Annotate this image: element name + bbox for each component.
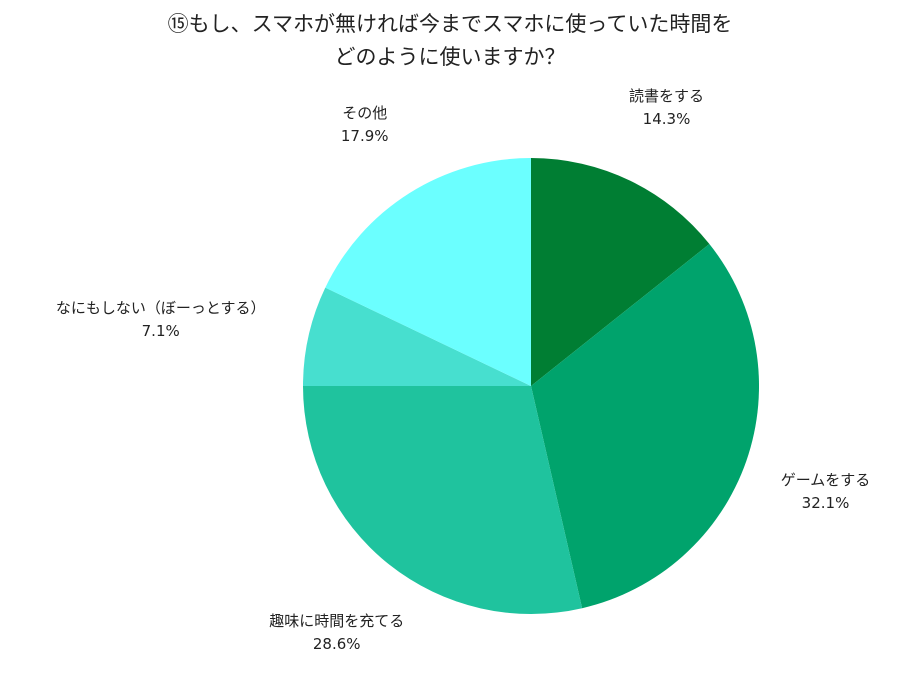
pie-slice-4 (303, 287, 531, 386)
pie-labels: 読書をする 14.3% ゲームをする 32.1% 趣味に時間を充てる 28.6% なにもしな… (56, 87, 870, 653)
slice-label-4: なにもしない（ぼーっとする） (56, 299, 266, 317)
chart-title-line-2: どのように使いますか？ (334, 45, 566, 69)
slice-value-2: 32.1% (802, 494, 850, 512)
slice-value-1: 14.3% (643, 110, 691, 128)
chart-title-line-1: ⑮もし、スマホが無ければ今までスマホに使っていた時間を (167, 12, 733, 36)
slice-value-5: 17.9% (341, 127, 389, 145)
slice-value-3: 28.6% (313, 635, 361, 653)
slice-label-2: ゲームをする (781, 471, 871, 489)
pie-slice-5 (325, 158, 531, 386)
slice-value-4: 7.1% (142, 322, 180, 340)
chart-title: ⑮もし、スマホが無ければ今までスマホに使っていた時間を どのように使いますか？ (0, 8, 900, 74)
slice-label-1: 読書をする (629, 87, 704, 105)
pie-slice-2 (531, 244, 760, 609)
slice-label-3: 趣味に時間を充てる (269, 612, 404, 630)
pie-slice-3 (303, 386, 583, 614)
pie-slices (303, 158, 760, 614)
slice-label-5: その他 (342, 104, 387, 122)
pie-slice-1 (531, 158, 710, 386)
